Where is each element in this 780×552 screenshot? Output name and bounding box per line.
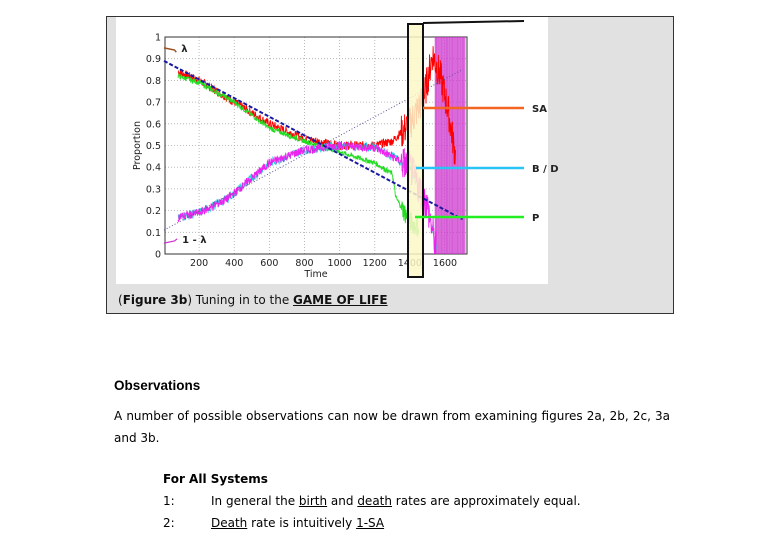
y-axis-label: Proportion [132,121,143,170]
plot-frame [164,36,468,255]
series-line-p [177,72,420,238]
birth-link[interactable]: birth [298,494,328,508]
callout-label-p: P [532,213,539,224]
observations-paragraph: A number of possible observations can no… [114,409,670,445]
y-tick-label: 0.1 [146,228,161,239]
list-item: 1: In general the birth and death rates a… [163,494,581,508]
death-link[interactable]: death [357,494,392,508]
callout-label-bd: B / D [532,164,559,175]
x-tick-label: 200 [190,258,208,269]
callout-label-sa: SA [532,104,547,115]
one-minus-sa-link[interactable]: 1-SA [356,516,385,530]
x-tick-label: 1000 [328,258,352,269]
lambda-start-curve [163,47,177,53]
y-tick-label: 0.2 [146,206,161,217]
x-tick-label: 600 [260,258,278,269]
x-axis-label: Time [303,269,327,280]
x-tick-label: 1200 [363,258,387,269]
death-rate-link[interactable]: Death [211,516,248,530]
y-tick-label: 0.8 [146,76,161,87]
for-all-systems-heading: For All Systems [163,472,268,486]
highlight-box [407,23,424,278]
y-tick-label: 0.6 [146,119,161,130]
series-line-lambda [163,59,464,221]
x-tick-label: 400 [225,258,243,269]
callout-top-line [422,20,525,24]
y-tick-label: 0.3 [146,184,161,195]
figure-caption: (Figure 3b) Tuning in to the GAME OF LIF… [118,293,388,307]
y-tick-label: 0.9 [146,54,161,65]
game-of-life-link[interactable]: GAME OF LIFE [293,293,388,307]
y-tick-label: 1 [155,33,161,44]
y-tick-label: 0.5 [146,141,161,152]
y-tick-label: 0.4 [146,163,161,174]
x-tick-label: 800 [295,258,313,269]
series-line-b-d [177,141,437,255]
lambda-annotation: λ [181,44,188,55]
observations-heading: Observations [114,378,201,393]
one-minus-lambda-start-curve [163,238,178,244]
y-tick-label: 0 [155,250,161,261]
list-item: 2: Death rate is intuitively 1-SA [163,516,385,530]
y-tick-label: 0.7 [146,98,161,109]
x-tick-label: 1600 [433,258,457,269]
one-minus-lambda-annotation: 1 - λ [182,235,207,246]
